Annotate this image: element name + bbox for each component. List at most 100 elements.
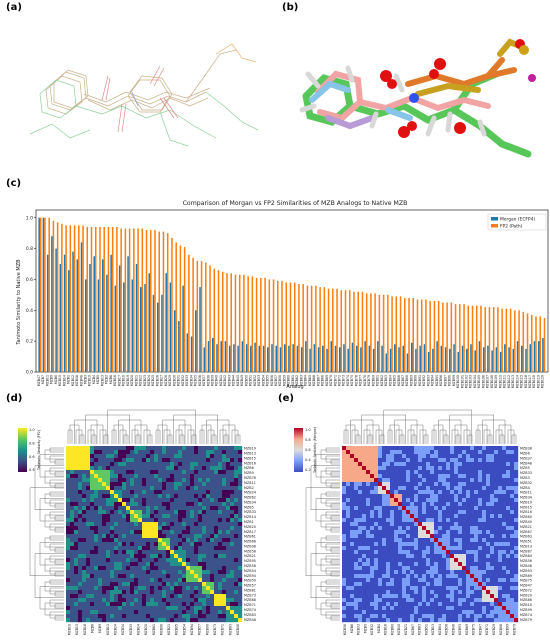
heatmap-cell	[418, 598, 423, 603]
heatmap-cell	[142, 618, 147, 623]
heatmap-cell	[414, 458, 419, 463]
heatmap-cell	[350, 618, 355, 623]
heatmap-cell	[138, 490, 143, 495]
heatmap-cell	[134, 446, 139, 451]
heatmap-cell	[498, 570, 503, 575]
heatmap-cell	[386, 454, 391, 459]
heatmap-cell	[186, 610, 191, 615]
row-label: MZB16	[520, 510, 532, 514]
heatmap-cell	[394, 470, 399, 475]
heatmap-cell	[386, 594, 391, 599]
heatmap-cell	[398, 574, 403, 579]
heatmap-cell	[118, 546, 123, 551]
heatmap-cell	[134, 466, 139, 471]
heatmap-cell	[346, 498, 351, 503]
bar-morgan	[93, 256, 95, 372]
heatmap-cell	[190, 498, 195, 503]
bar-morgan	[326, 348, 328, 372]
heatmap-cell	[370, 498, 375, 503]
bar-fp2	[200, 260, 203, 372]
heatmap-cell	[346, 446, 351, 451]
heatmap-cell	[74, 586, 79, 591]
column-label: MZB95	[175, 624, 179, 635]
heatmap-cell	[514, 454, 519, 459]
heatmap-cell	[426, 594, 431, 599]
heatmap-cell	[446, 490, 451, 495]
heatmap-cell	[186, 614, 191, 619]
bar-morgan	[114, 285, 117, 372]
heatmap-cell	[350, 566, 355, 571]
x-tick-label: MZB22	[139, 375, 143, 386]
heatmap-cell	[386, 558, 391, 563]
heatmap-cell	[226, 450, 231, 455]
heatmap-cell	[386, 522, 391, 527]
bar-morgan	[529, 344, 532, 372]
heatmap-cell	[134, 458, 139, 463]
heatmap-cell	[206, 614, 211, 619]
heatmap-cell	[174, 506, 179, 511]
heatmap-cell	[490, 466, 495, 471]
heatmap-cell	[102, 554, 107, 559]
heatmap-cell	[362, 482, 367, 487]
heatmap-cell	[134, 478, 139, 483]
heatmap-cell	[98, 602, 103, 607]
heatmap-cell	[218, 534, 223, 539]
heatmap-cell	[82, 614, 87, 619]
heatmap-cell	[402, 590, 407, 595]
heatmap-cell	[486, 522, 491, 527]
heatmap-cell	[114, 562, 119, 567]
heatmap-cell	[410, 490, 415, 495]
column-label: MZB94	[190, 624, 194, 635]
heatmap-cell	[186, 494, 191, 499]
heatmap-cell	[354, 598, 359, 603]
heatmap-cell	[514, 578, 519, 583]
heatmap-cell	[462, 534, 467, 539]
heatmap-cell	[478, 546, 483, 551]
heatmap-cell	[422, 454, 427, 459]
heatmap-cell	[466, 494, 471, 499]
heatmap-cell	[106, 570, 111, 575]
heatmap-cell	[438, 566, 443, 571]
heatmap-cell	[486, 538, 491, 543]
heatmap-cell	[162, 522, 167, 527]
heatmap-cell	[126, 514, 131, 519]
heatmap-cell	[170, 454, 175, 459]
heatmap-cell	[178, 490, 183, 495]
heatmap-cell	[162, 478, 167, 483]
heatmap-cell	[118, 606, 123, 611]
heatmap-cell	[350, 506, 355, 511]
heatmap-cell	[78, 506, 83, 511]
heatmap-cell	[150, 458, 155, 463]
heatmap-cell	[422, 582, 427, 587]
heatmap-cell	[182, 474, 187, 479]
x-tick-label: MZB46	[75, 375, 79, 386]
heatmap-cell	[222, 598, 227, 603]
heatmap-cell	[442, 562, 447, 567]
heatmap-cell	[230, 502, 235, 507]
heatmap-cell	[466, 490, 471, 495]
heatmap-cell	[102, 458, 107, 463]
heatmap-cell	[206, 582, 211, 587]
heatmap-cell	[350, 498, 355, 503]
heatmap-cell	[386, 490, 391, 495]
bar-fp2	[378, 294, 381, 372]
row-label: MZB20	[244, 525, 256, 529]
heatmap-cell	[506, 618, 511, 623]
heatmap-cell	[406, 494, 411, 499]
heatmap-cell	[162, 466, 167, 471]
heatmap-cell	[226, 498, 231, 503]
heatmap-cell	[450, 578, 455, 583]
heatmap-cell	[394, 582, 399, 587]
heatmap-cell	[426, 470, 431, 475]
heatmap-cell	[430, 542, 435, 547]
heatmap-cell	[342, 558, 347, 563]
heatmap-cell	[402, 610, 407, 615]
heatmap-cell	[462, 454, 467, 459]
heatmap-cell	[390, 466, 395, 471]
heatmap-cell	[434, 578, 439, 583]
heatmap-cell	[406, 594, 411, 599]
heatmap-cell	[494, 502, 499, 507]
heatmap-cell	[238, 550, 243, 555]
heatmap-cell	[154, 454, 159, 459]
heatmap-cell	[422, 514, 427, 519]
